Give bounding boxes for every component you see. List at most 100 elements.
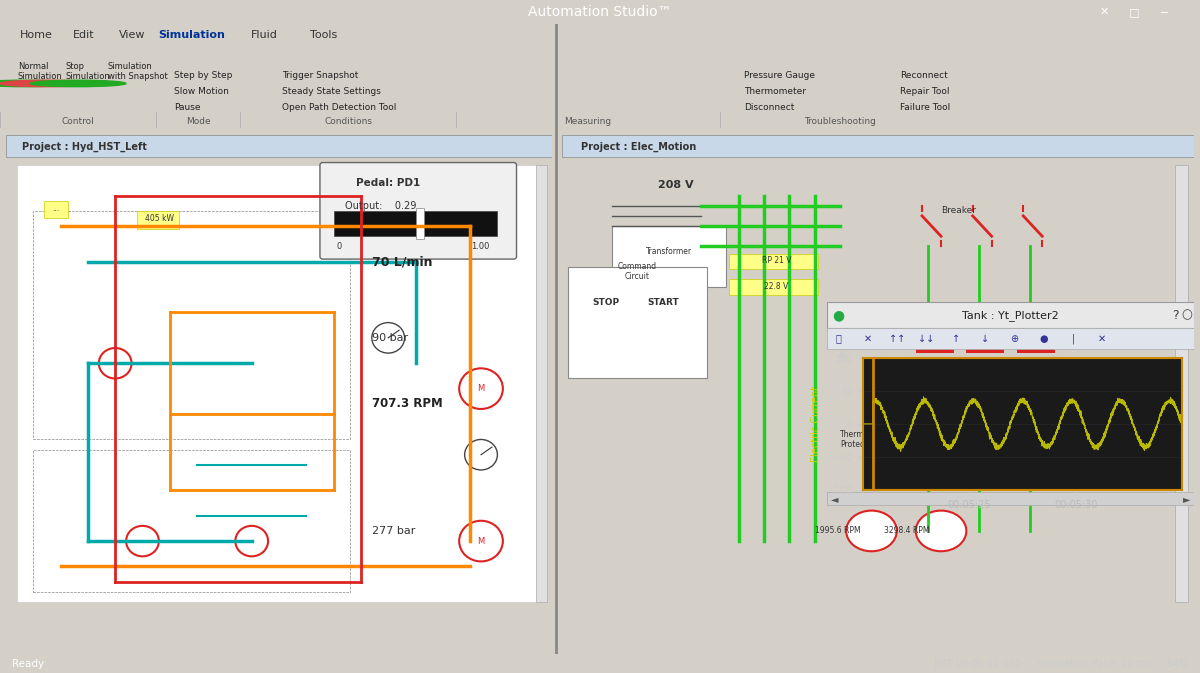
Bar bbox=[34, 450, 350, 592]
Text: ✕: ✕ bbox=[864, 334, 871, 343]
Text: ⊕: ⊕ bbox=[1010, 334, 1019, 343]
Text: Trigger Snapshot: Trigger Snapshot bbox=[282, 71, 359, 80]
Bar bbox=[827, 492, 1194, 505]
Text: ?: ? bbox=[1172, 309, 1178, 322]
Text: Tools: Tools bbox=[311, 30, 337, 40]
Text: Step by Step: Step by Step bbox=[174, 71, 233, 80]
Bar bbox=[535, 165, 546, 602]
Circle shape bbox=[0, 80, 72, 87]
Text: Stop
Simulation: Stop Simulation bbox=[66, 62, 110, 81]
Bar bbox=[137, 211, 179, 229]
Text: Fluid: Fluid bbox=[251, 30, 277, 40]
Text: 70 L/min: 70 L/min bbox=[372, 255, 432, 268]
Circle shape bbox=[30, 80, 126, 87]
Text: 90 bar: 90 bar bbox=[372, 333, 408, 343]
Text: Reconnect: Reconnect bbox=[900, 71, 948, 80]
Circle shape bbox=[372, 322, 404, 353]
Text: ↓↓: ↓↓ bbox=[918, 334, 935, 343]
Text: Pause: Pause bbox=[174, 103, 200, 112]
Text: ●: ● bbox=[832, 308, 845, 322]
Text: ●: ● bbox=[1039, 334, 1048, 343]
Bar bbox=[415, 208, 424, 239]
Text: Failure Tool: Failure Tool bbox=[900, 103, 950, 112]
Bar bbox=[612, 226, 726, 287]
Text: ○: ○ bbox=[1181, 309, 1192, 322]
Bar bbox=[1175, 165, 1188, 602]
Text: Conditions: Conditions bbox=[324, 117, 372, 126]
Bar bbox=[916, 343, 954, 353]
Text: 405 kW: 405 kW bbox=[145, 214, 174, 223]
Bar bbox=[562, 135, 1194, 157]
Text: Slow Motion: Slow Motion bbox=[174, 87, 229, 96]
Bar bbox=[827, 328, 1194, 349]
Circle shape bbox=[126, 526, 158, 557]
Text: ⏸: ⏸ bbox=[835, 334, 841, 343]
Text: Command
Circuit: Command Circuit bbox=[618, 262, 658, 281]
Text: Project : Hyd_HST_Left: Project : Hyd_HST_Left bbox=[23, 142, 148, 153]
Text: Project : Elec_Motion: Project : Elec_Motion bbox=[581, 142, 696, 153]
Text: ►: ► bbox=[1183, 493, 1190, 503]
Text: Tank : Yt_Plotter2: Tank : Yt_Plotter2 bbox=[962, 310, 1058, 320]
Text: Measuring: Measuring bbox=[564, 117, 612, 126]
Text: Edit: Edit bbox=[73, 30, 95, 40]
Text: 1995.6 RPM: 1995.6 RPM bbox=[815, 526, 860, 536]
Bar bbox=[34, 211, 350, 439]
Text: M: M bbox=[478, 536, 485, 546]
Bar bbox=[334, 211, 498, 236]
Text: START: START bbox=[647, 297, 679, 307]
Text: RP 21 V: RP 21 V bbox=[762, 256, 791, 265]
Text: Contact: Contact bbox=[904, 333, 938, 343]
Text: Steady State Settings: Steady State Settings bbox=[282, 87, 380, 96]
Bar bbox=[44, 201, 67, 219]
Text: 277 bar: 277 bar bbox=[372, 526, 415, 536]
Y-axis label: Electric Current: Electric Current bbox=[811, 386, 822, 462]
Circle shape bbox=[0, 80, 96, 87]
Text: ↑: ↑ bbox=[952, 334, 960, 343]
Bar bbox=[730, 279, 817, 295]
Text: Breaker: Breaker bbox=[941, 207, 976, 215]
Bar bbox=[568, 267, 707, 378]
Circle shape bbox=[460, 368, 503, 409]
Text: Pressure Gauge: Pressure Gauge bbox=[744, 71, 815, 80]
Text: Automation Studio™: Automation Studio™ bbox=[528, 5, 672, 19]
Text: Repair Tool: Repair Tool bbox=[900, 87, 949, 96]
Circle shape bbox=[98, 348, 132, 378]
Text: |: | bbox=[1072, 333, 1074, 344]
Circle shape bbox=[846, 511, 896, 551]
Text: Open Path Detection Tool: Open Path Detection Tool bbox=[282, 103, 396, 112]
Text: ↓: ↓ bbox=[980, 334, 989, 343]
Text: Simulation: Simulation bbox=[158, 30, 226, 40]
Text: Thermal
Protection: Thermal Protection bbox=[840, 430, 878, 449]
Text: A: A bbox=[838, 351, 846, 361]
Text: ─: ─ bbox=[1160, 7, 1168, 17]
Text: 707.3 RPM: 707.3 RPM bbox=[372, 397, 443, 411]
Circle shape bbox=[460, 521, 503, 561]
Text: Transformer: Transformer bbox=[646, 247, 692, 256]
Bar bbox=[17, 165, 541, 602]
Text: Troubleshooting: Troubleshooting bbox=[804, 117, 876, 126]
Circle shape bbox=[235, 526, 268, 557]
Text: Thermometer: Thermometer bbox=[744, 87, 806, 96]
Text: 0: 0 bbox=[336, 242, 342, 251]
Text: Disconnect: Disconnect bbox=[744, 103, 794, 112]
Text: 1.00: 1.00 bbox=[470, 242, 490, 251]
Text: □: □ bbox=[1129, 7, 1139, 17]
Text: Ready: Ready bbox=[12, 659, 44, 668]
Text: Pedal: PD1: Pedal: PD1 bbox=[356, 178, 420, 188]
Text: 3298.4 RPM: 3298.4 RPM bbox=[884, 526, 930, 536]
Bar bbox=[6, 135, 552, 157]
Text: ↑↑: ↑↑ bbox=[889, 334, 905, 343]
Text: ✕: ✕ bbox=[1099, 7, 1109, 17]
Circle shape bbox=[916, 511, 966, 551]
Text: ✕: ✕ bbox=[1098, 334, 1106, 343]
Text: ◄: ◄ bbox=[830, 493, 839, 503]
Text: Output:    0.29: Output: 0.29 bbox=[344, 201, 416, 211]
Bar bbox=[730, 254, 817, 269]
Text: 208 V: 208 V bbox=[658, 180, 694, 190]
Bar bbox=[966, 343, 1004, 353]
Text: View: View bbox=[119, 30, 145, 40]
Text: Home: Home bbox=[19, 30, 53, 40]
FancyBboxPatch shape bbox=[320, 163, 516, 259]
Text: STOP: STOP bbox=[593, 297, 619, 307]
Text: Control: Control bbox=[61, 117, 95, 126]
